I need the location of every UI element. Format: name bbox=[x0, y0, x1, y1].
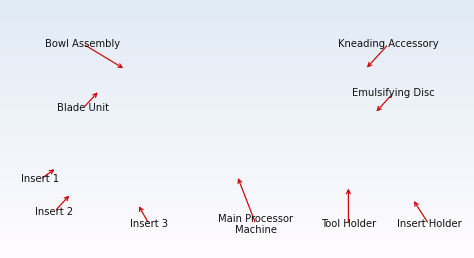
Text: Insert 1: Insert 1 bbox=[21, 174, 59, 184]
Text: Kneading Accessory: Kneading Accessory bbox=[338, 39, 439, 49]
Text: Main Processor
Machine: Main Processor Machine bbox=[219, 214, 293, 235]
Text: Bowl Assembly: Bowl Assembly bbox=[46, 39, 120, 49]
Text: Insert 3: Insert 3 bbox=[130, 220, 168, 229]
Text: Tool Holder: Tool Holder bbox=[321, 220, 376, 229]
Text: Emulsifying Disc: Emulsifying Disc bbox=[352, 88, 435, 98]
Text: Insert 2: Insert 2 bbox=[36, 207, 73, 216]
Text: Insert Holder: Insert Holder bbox=[397, 220, 461, 229]
Text: Blade Unit: Blade Unit bbox=[57, 103, 109, 113]
